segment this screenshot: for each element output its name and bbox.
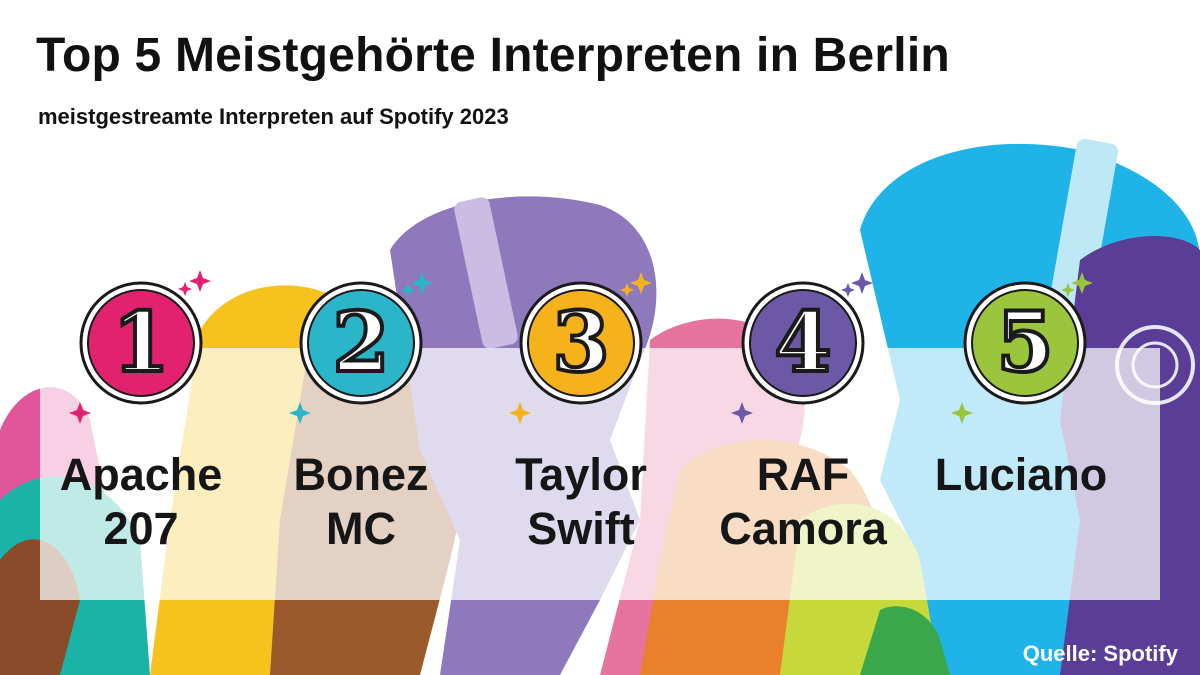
rank-number: 4 — [772, 293, 833, 393]
artist-name-1: Apache 207 — [59, 449, 223, 554]
rank-badge-3: 3 — [516, 278, 646, 408]
page-title: Top 5 Meistgehörte Interpreten in Berlin — [36, 29, 950, 82]
rank-number: 3 — [550, 293, 611, 393]
rank-circle-icon — [79, 281, 203, 405]
artist-name-3: Taylor Swift — [515, 449, 647, 554]
rank-circle-icon — [963, 281, 1087, 405]
page-subtitle: meistgestreamte Interpreten auf Spotify … — [38, 104, 509, 129]
source-credit: Quelle: Spotify — [1022, 641, 1178, 666]
artist-name-4: RAF Camora — [719, 449, 887, 554]
rank-circle-icon — [299, 281, 423, 405]
rank-circle-icon — [519, 281, 643, 405]
silhouette-green-bottom — [860, 606, 950, 675]
artist-name-2: Bonez MC — [293, 449, 429, 554]
rank-badge-1: 1 — [76, 278, 206, 408]
rank-badge-4: 4 — [738, 278, 868, 408]
headphone-band-purple — [454, 197, 518, 349]
rank-number: 1 — [110, 293, 171, 393]
rank-circle-icon — [741, 281, 865, 405]
rank-number: 5 — [994, 293, 1055, 393]
rank-number: 2 — [330, 293, 391, 393]
headphone-band-blue — [1047, 138, 1119, 322]
rank-badge-5: 5 — [960, 278, 1090, 408]
artist-name-5: Luciano — [934, 449, 1108, 500]
rank-badge-2: 2 — [296, 278, 426, 408]
